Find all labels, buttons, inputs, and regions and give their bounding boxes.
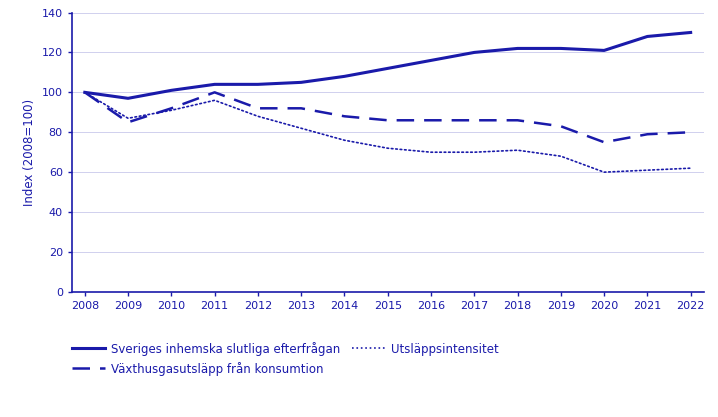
Legend: Sveriges inhemska slutliga efterfrågan, Växthusgasutsläpp från konsumtion, Utslä: Sveriges inhemska slutliga efterfrågan, … <box>72 342 498 376</box>
Y-axis label: Index (2008=100): Index (2008=100) <box>23 99 36 206</box>
